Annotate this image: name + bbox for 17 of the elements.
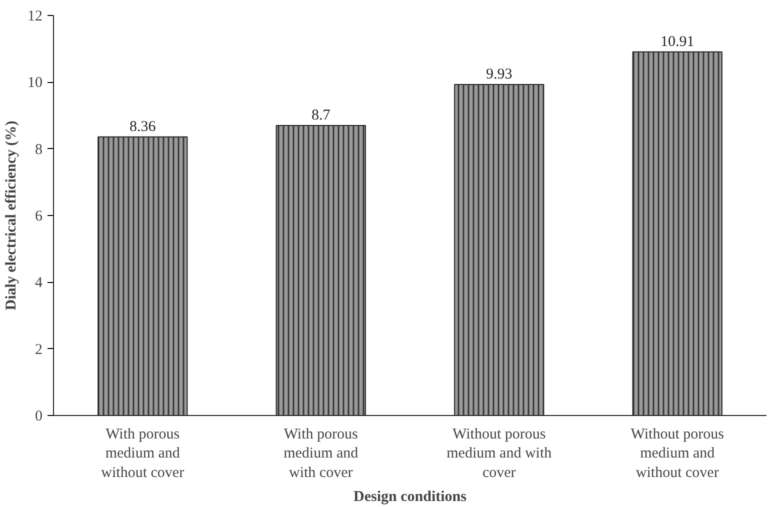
x-axis-title: Design conditions — [354, 488, 467, 505]
y-tick-label: 0 — [35, 408, 42, 424]
y-tick-label: 2 — [35, 342, 42, 358]
data-label: 8.36 — [130, 118, 156, 135]
y-tick-label: 6 — [35, 208, 43, 224]
data-label: 9.93 — [486, 66, 512, 82]
y-tick-label: 10 — [28, 75, 42, 92]
x-tick-label: With porous medium and with cover — [284, 426, 359, 481]
y-tick-label: 8 — [35, 142, 42, 158]
y-tick-label: 4 — [35, 275, 43, 292]
y-axis-title: Dialy electrical efficiency (%) — [4, 120, 20, 310]
data-label: 10.91 — [660, 34, 694, 50]
y-tick-label: 12 — [28, 8, 42, 24]
x-tick-label: With porous medium and without cover — [101, 426, 184, 481]
x-tick-label: Without porous medium and with cover — [446, 426, 552, 481]
data-label: 8.7 — [312, 108, 331, 124]
x-tick-label: Without porous medium and without cover — [630, 426, 724, 481]
